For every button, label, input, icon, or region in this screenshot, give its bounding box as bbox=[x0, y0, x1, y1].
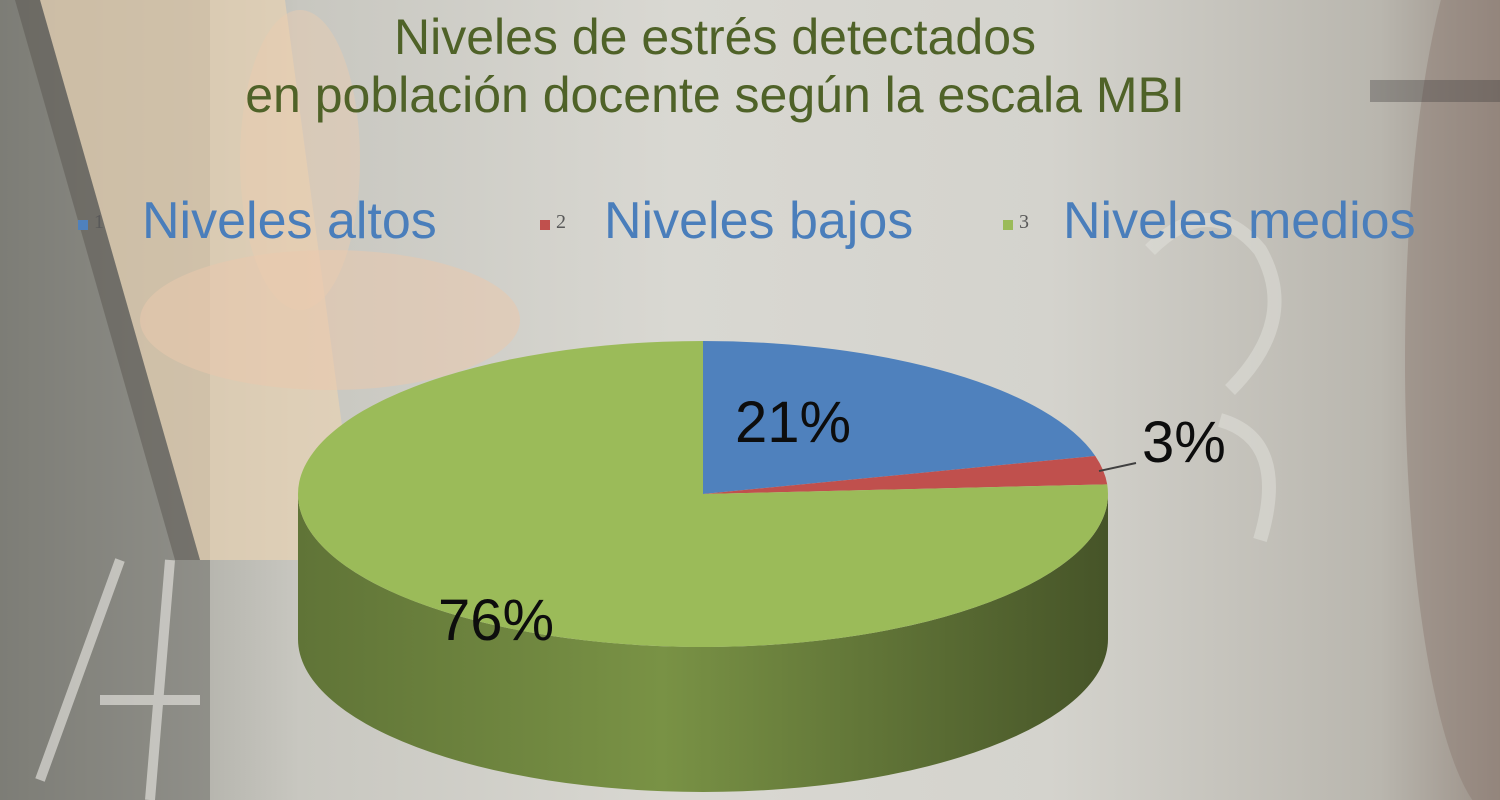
legend-number-3: 3 bbox=[1019, 211, 1029, 233]
pie-slice-3 bbox=[297, 341, 1108, 647]
legend-number-1: 1 bbox=[94, 211, 104, 233]
data-label-1: 21% bbox=[735, 390, 851, 455]
leader-line-2 bbox=[1098, 462, 1137, 473]
chart-title-line-1: Niveles de estrés detectados bbox=[393, 9, 1037, 65]
legend-number-2: 2 bbox=[556, 211, 566, 233]
data-label-2: 3% bbox=[1142, 410, 1226, 475]
legend-swatch-1 bbox=[78, 220, 88, 230]
pie-slice-1 bbox=[703, 341, 1096, 494]
legend-swatch-3 bbox=[1003, 220, 1013, 230]
legend-label-2: Niveles bajos bbox=[604, 192, 914, 250]
pie-side-3 bbox=[298, 494, 1108, 792]
legend-label-3: Niveles medios bbox=[1063, 192, 1416, 250]
chart-legend: 1 Niveles altos 2 Niveles bajos 3 Nivele… bbox=[0, 188, 1500, 258]
legend-label-1: Niveles altos bbox=[142, 192, 437, 250]
chart-title-line-2: en población docente según la escala MBI bbox=[245, 67, 1185, 123]
legend-swatch-2 bbox=[540, 220, 550, 230]
data-label-3: 76% bbox=[438, 588, 554, 653]
chart-title: Niveles de estrés detectados en població… bbox=[0, 8, 1430, 124]
pie-slice-2 bbox=[703, 455, 1108, 494]
